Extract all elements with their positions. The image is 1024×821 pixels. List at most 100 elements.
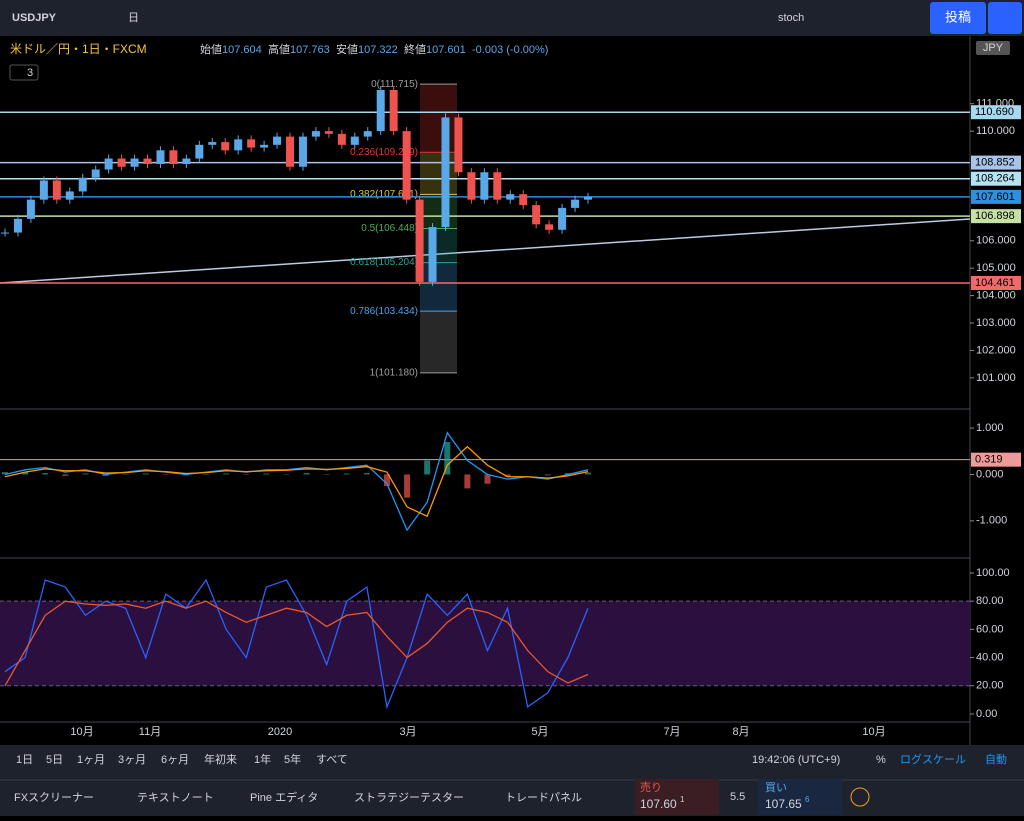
bottom-tab[interactable]: ストラテジーテスター [354,791,464,804]
indicator-template[interactable]: stoch [778,12,804,24]
range-button[interactable]: 5日 [46,754,63,766]
buy[interactable]: 買い [765,781,787,794]
candle [584,197,592,200]
range-button[interactable]: すべて [316,753,348,766]
time-label: 10月 [862,726,885,738]
legend-change: -0.003 (-0.00%) [472,44,548,56]
time-label: 3月 [399,726,416,738]
range-button[interactable]: 5年 [284,752,301,766]
histogram-bar [304,473,310,474]
macd-level-label: 0.319 [975,454,1003,466]
candle [377,90,385,131]
tick-label: 106.000 [976,235,1016,247]
range-button[interactable]: 1年 [254,752,271,766]
tick-label: 101.000 [976,372,1016,384]
candle [571,200,579,208]
tick-label: 102.000 [976,344,1016,356]
bottom-tab[interactable]: FXスクリーナー [14,791,94,804]
candle [467,172,475,199]
histogram-bar [364,473,370,474]
histogram-bar [404,474,410,497]
tick-label: 105.000 [976,262,1016,274]
histogram-bar [223,474,229,475]
histogram-bar [424,461,430,475]
candle [79,178,87,192]
histogram-bar [585,473,591,475]
log-scale[interactable]: ログスケール [900,752,966,766]
time-label: 8月 [732,726,749,738]
candle [1,233,9,234]
histogram-bar [42,473,48,474]
sell[interactable]: 売り [640,781,662,794]
time-label: 7月 [663,726,680,738]
candle [156,150,164,164]
candle [558,208,566,230]
publish[interactable]: 投稿 [945,9,971,24]
candle [260,145,268,148]
interval[interactable]: 日 [128,12,139,24]
time-label: 10月 [70,726,93,738]
range-button[interactable]: 1日 [16,754,33,766]
indicator-count[interactable]: 3 [27,67,33,79]
symbol[interactable]: USDJPY [12,12,57,24]
candle [493,172,501,199]
histogram-bar [545,474,551,475]
time-label: 2020 [268,726,292,738]
candle [403,131,411,200]
histogram-bar [484,474,490,483]
tick-label: 110.000 [976,125,1015,137]
bottom-tab[interactable]: テキストノート [137,792,214,804]
candle [208,142,216,145]
range-button[interactable]: 6ヶ月 [161,754,189,766]
candle [221,142,229,150]
histogram-bar [464,474,470,488]
tick-label: 20.00 [976,680,1004,692]
range-button[interactable]: 年初来 [204,752,237,766]
range-button[interactable]: 3ヶ月 [118,754,146,766]
buy-price[interactable]: 107.65 [765,797,802,811]
price-tag-label: 108.852 [975,157,1015,169]
candle [441,117,449,227]
bottom-tab[interactable]: Pine エディタ [250,790,318,804]
candle [312,131,320,136]
histogram-bar [62,474,68,475]
price-tag-label: 104.461 [975,277,1015,289]
histogram-bar [344,474,350,475]
candle [92,170,100,178]
sell-price[interactable]: 107.60 [640,797,677,811]
candle [234,139,242,150]
percent[interactable]: % [876,754,886,766]
fib-zone [420,84,457,152]
histogram-bar [143,474,149,475]
candle [416,200,424,282]
candle [195,145,203,159]
tick-label: 80.00 [976,595,1004,607]
candle [131,159,139,167]
replay-button[interactable] [988,2,1022,34]
tick-label: 100.00 [976,567,1010,579]
range-button[interactable]: 1ヶ月 [77,754,105,766]
price-tag-label: 110.690 [975,106,1014,118]
bottom-tab[interactable]: トレードパネル [505,791,582,804]
sell-sup[interactable]: 1 [680,795,685,804]
candle [454,117,462,172]
tick-label: 0.000 [976,468,1004,480]
candle [338,134,346,145]
tick-label: -1.000 [976,515,1007,527]
legend-label: 始値 [200,42,222,56]
candle [144,159,152,164]
price-tag-label: 106.898 [975,210,1015,222]
candle [429,227,437,282]
candle [118,159,126,167]
tick-label: 103.000 [976,317,1016,329]
buy-sup[interactable]: 6 [805,795,810,804]
legend-label: 終値 [404,42,426,56]
auto[interactable]: 自動 [985,752,1007,766]
fib-zone [420,263,457,312]
time-label: 5月 [531,726,548,738]
histogram-bar [263,474,269,475]
legend-value: 107.763 [290,44,330,56]
candle [480,172,488,199]
candle [286,137,294,167]
candle [105,159,113,170]
